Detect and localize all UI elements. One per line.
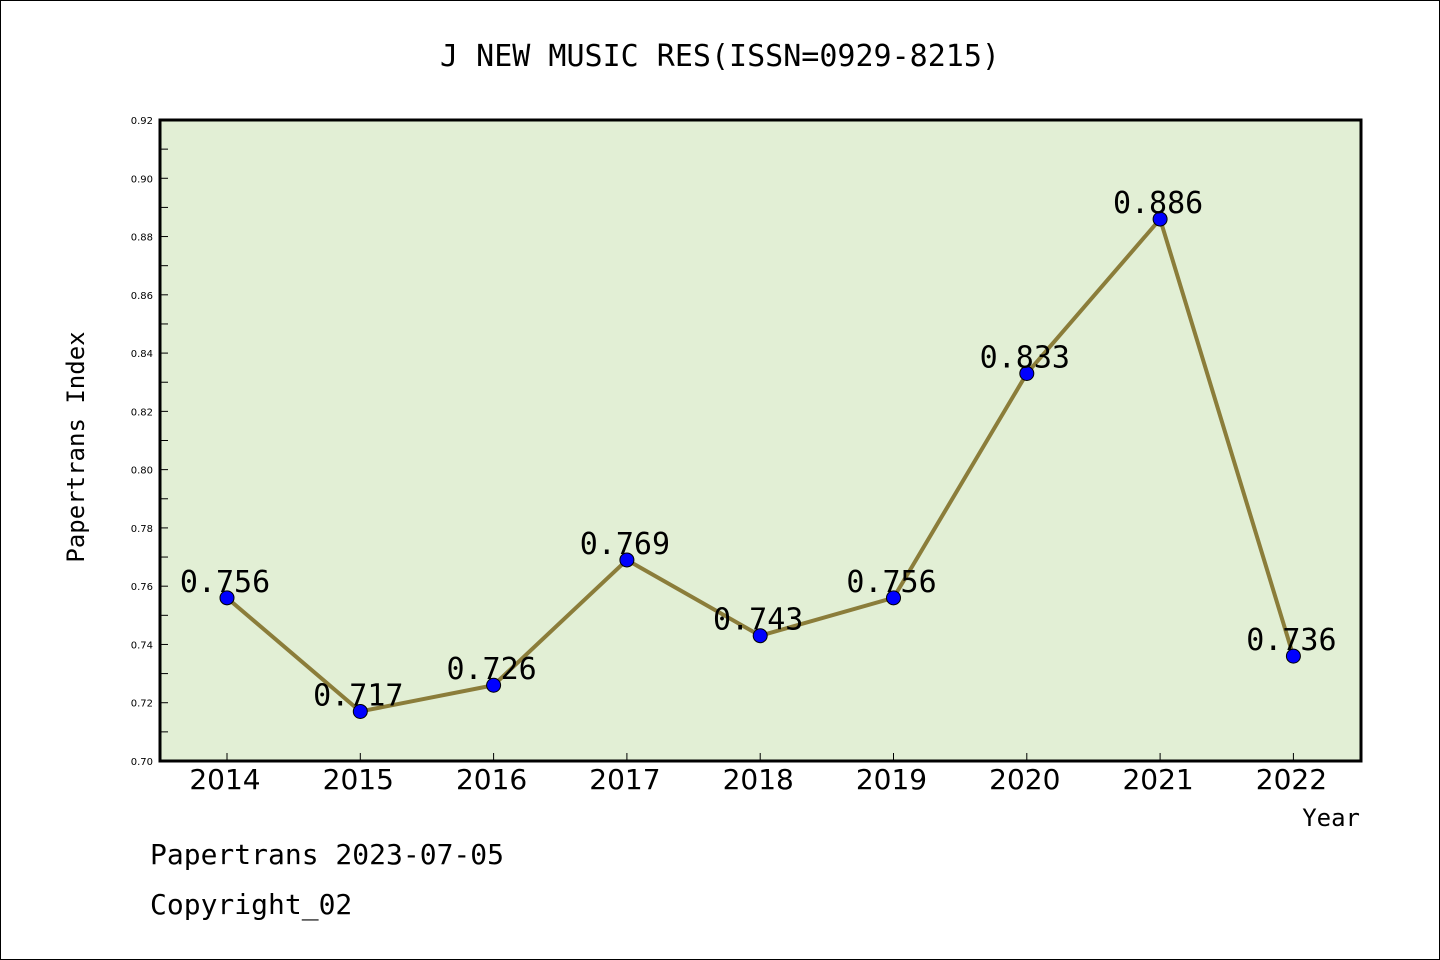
x-tick-label: 2018 <box>723 763 794 796</box>
data-label: 0.717 <box>313 678 403 713</box>
data-point <box>1019 365 1035 381</box>
y-tick-label: 0.82 <box>131 407 153 418</box>
footer-date: Papertrans 2023-07-05 <box>150 838 504 871</box>
x-tick-label: 2022 <box>1256 763 1327 796</box>
data-label: 0.726 <box>446 652 536 687</box>
y-tick-label: 0.84 <box>131 349 153 360</box>
y-tick-label: 0.74 <box>131 640 153 651</box>
x-axis: 2014 2015 2016 2017 2018 2019 2020 2021 2022 <box>189 753 1327 796</box>
y-tick-label: 0.86 <box>131 291 153 302</box>
data-point <box>1285 648 1301 664</box>
data-point <box>486 677 502 693</box>
data-label: 0.756 <box>180 565 270 600</box>
y-tick-label: 0.90 <box>131 174 153 185</box>
data-label: 0.743 <box>713 603 803 638</box>
y-tick-label: 0.80 <box>131 466 153 477</box>
data-label: 0.833 <box>980 340 1070 375</box>
x-axis-label: Year <box>1302 804 1360 832</box>
y-tick-label: 0.88 <box>131 233 153 244</box>
x-tick-label: 2021 <box>1122 763 1193 796</box>
x-tick-label: 2019 <box>856 763 927 796</box>
data-point <box>886 590 901 606</box>
x-tick-label: 2020 <box>989 763 1060 796</box>
y-tick-label: 0.92 <box>131 116 153 127</box>
data-point <box>752 628 768 644</box>
x-tick-label: 2016 <box>456 763 527 796</box>
y-tick-label: 0.72 <box>131 699 153 710</box>
x-tick-label: 2017 <box>589 763 660 796</box>
y-tick-label: 0.70 <box>131 757 153 768</box>
chart-title: J NEW MUSIC RES(ISSN=0929-8215) <box>440 39 1000 74</box>
data-label: 0.756 <box>846 565 936 600</box>
data-label: 0.769 <box>580 527 670 562</box>
x-tick-label: 2014 <box>189 763 260 796</box>
data-label: 0.736 <box>1246 623 1336 658</box>
y-tick-label: 0.78 <box>131 524 153 535</box>
y-tick-label: 0.76 <box>131 582 153 593</box>
x-tick-label: 2015 <box>323 763 394 796</box>
data-point <box>219 590 235 606</box>
y-axis: 0.70 0.72 0.74 0.76 0.78 0.80 0.82 0.84 0.86 0.88… <box>131 116 168 768</box>
y-axis-label: Papertrans Index <box>62 331 90 562</box>
data-point <box>1152 211 1168 227</box>
data-label: 0.886 <box>1113 186 1203 221</box>
footer-copyright: Copyright_02 <box>150 888 352 922</box>
data-point <box>619 552 635 568</box>
data-point <box>352 703 368 719</box>
series-group: 0.756 0.717 0.726 0.769 0.743 0.756 0.833 0.886… <box>180 186 1337 719</box>
